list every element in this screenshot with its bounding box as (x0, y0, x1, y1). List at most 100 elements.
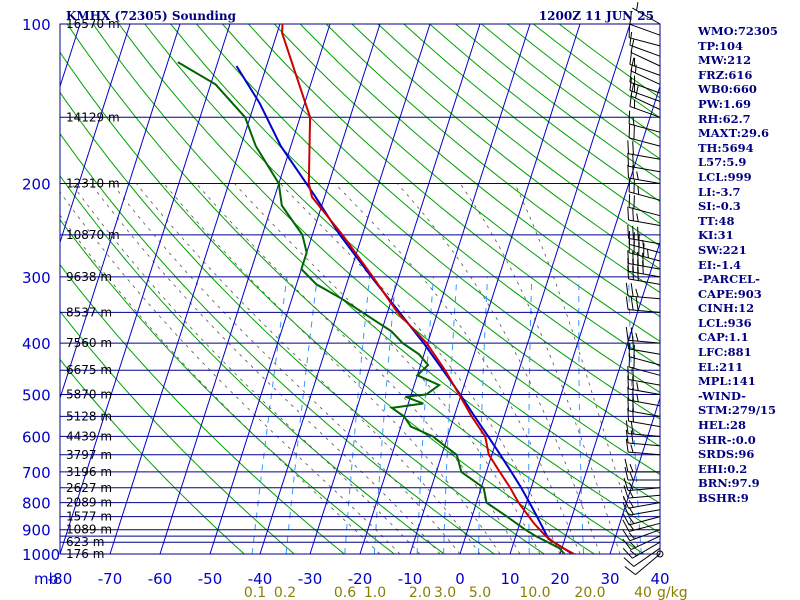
wind-barb-feather (630, 444, 634, 453)
wind-barb-staff (629, 23, 661, 36)
wind-barb-feather (630, 327, 634, 341)
wind-barb (624, 466, 660, 481)
wind-barb-feather (630, 283, 634, 297)
index-item: SW:221 (698, 242, 747, 257)
wind-barb (628, 178, 661, 201)
index-item: TP:104 (698, 38, 744, 53)
mixing-ratio-tick-label: 0.6 (334, 585, 356, 600)
wind-barb-feather (632, 207, 634, 221)
wind-barb (627, 206, 661, 226)
temperature-tick-label: -30 (298, 570, 323, 588)
wind-barb-staff (628, 191, 661, 201)
index-item: LI:-3.7 (698, 184, 741, 199)
wind-barb-staff (628, 37, 661, 47)
wind-barb-feather (632, 116, 635, 126)
wind-barb-staff (628, 487, 661, 492)
wind-barb-feather (627, 386, 629, 401)
height-label: 9638 m (66, 270, 112, 284)
height-label: 1577 m (66, 510, 112, 524)
wind-barb (632, 2, 661, 25)
wind-barb (625, 429, 661, 447)
temperature-tick-label: 40 (650, 570, 669, 588)
wind-barb (622, 512, 661, 526)
wind-barb (629, 51, 661, 76)
wind-barb-feather (628, 110, 631, 124)
pressure-tick-label: 100 (22, 16, 51, 34)
temperature-tick-label: -20 (348, 570, 373, 588)
wind-barb-feather (628, 178, 631, 192)
chart-title: KMHX (72305) Sounding (66, 9, 237, 23)
wind-barb-staff (628, 410, 661, 417)
wind-barb-feather (622, 548, 633, 559)
wind-barb (625, 420, 661, 437)
index-item: KI:31 (698, 228, 734, 243)
index-item: BSHR:9 (698, 491, 749, 505)
wind-barb-staff (628, 379, 661, 386)
wind-barb-feather (623, 557, 635, 567)
index-item: L57:5.9 (698, 155, 747, 170)
mixing-ratio-tick-label: 0.2 (274, 585, 296, 600)
index-item: EL:211 (698, 359, 744, 374)
wind-barb (627, 140, 661, 160)
index-item: TT:48 (698, 213, 735, 228)
wind-barb-staff (628, 177, 661, 184)
index-item: HEL:28 (698, 418, 746, 433)
wind-barb-feather (647, 249, 649, 258)
wind-barb-staff (628, 356, 661, 366)
wind-barb-staff (628, 153, 661, 160)
temperature-tick-label: 10 (500, 570, 519, 588)
wind-barb-feather (629, 541, 636, 548)
valid-time: 1200Z 11 JUN 25 (539, 9, 654, 23)
wind-barb-feather (636, 382, 639, 391)
height-label: 176 m (66, 547, 104, 561)
mixing-ratio-tick-label: 2.0 (409, 585, 431, 600)
isotherm-line (259, 24, 431, 554)
isotherm-line (209, 24, 381, 554)
index-item: WB0:660 (698, 82, 757, 97)
index-item: CAP:1.1 (698, 330, 749, 345)
pressure-tick-label: 900 (22, 522, 51, 540)
wind-barb-feather (628, 482, 634, 491)
height-label: 16570 m (66, 17, 120, 31)
wind-barb-feather (629, 77, 633, 91)
wind-barb (622, 535, 661, 551)
wind-barb-staff (630, 95, 661, 110)
wind-barb-staff (628, 295, 661, 300)
wind-barb-feather (629, 550, 637, 557)
wind-barb-feather (628, 499, 634, 508)
wind-barb-feather (642, 252, 644, 267)
index-item: LCL:999 (698, 169, 752, 184)
wind-barb (623, 477, 661, 492)
wind-barb-staff (628, 219, 661, 226)
wind-barb-staff (632, 541, 661, 559)
index-item: PW:1.69 (698, 96, 752, 111)
wind-barb-staff (628, 243, 661, 254)
index-item: SRDS:96 (698, 447, 755, 462)
height-label: 12310 m (66, 177, 120, 191)
wind-barb-staff (628, 206, 661, 217)
wind-barb-staff (628, 420, 661, 428)
wind-barb-staff (630, 535, 661, 551)
wind-barb-staff (628, 433, 661, 437)
isotherms (60, 24, 660, 554)
wind-barb-feather (636, 171, 639, 180)
wind-barb-feather (627, 164, 629, 179)
wind-barb-staff (629, 81, 661, 94)
wind-barb-feather (628, 24, 631, 38)
wind-barb-feather (625, 438, 629, 453)
wind-barb-feather (625, 296, 629, 310)
wind-barb-staff (628, 123, 661, 133)
wind-barb-feather (629, 51, 633, 65)
wind-barb-staff (628, 165, 661, 173)
index-item: SI:-0.3 (698, 199, 741, 214)
wind-barb-feather (629, 10, 633, 25)
mixing-ratio-tick-label: 40 (634, 585, 652, 600)
pressure-tick-label: 800 (22, 495, 51, 513)
wind-barb-feather (637, 251, 639, 266)
mixing-ratio-labels: 0.1 0.2 0.6 1.0 2.0 3.0 5.0 10.0 20.0 40 g/kg (244, 585, 688, 600)
wind-barb-staff (628, 399, 661, 407)
index-item: CAPE:903 (698, 286, 762, 301)
height-label: 8537 m (66, 305, 112, 319)
index-item: CINH:12 (698, 301, 755, 316)
